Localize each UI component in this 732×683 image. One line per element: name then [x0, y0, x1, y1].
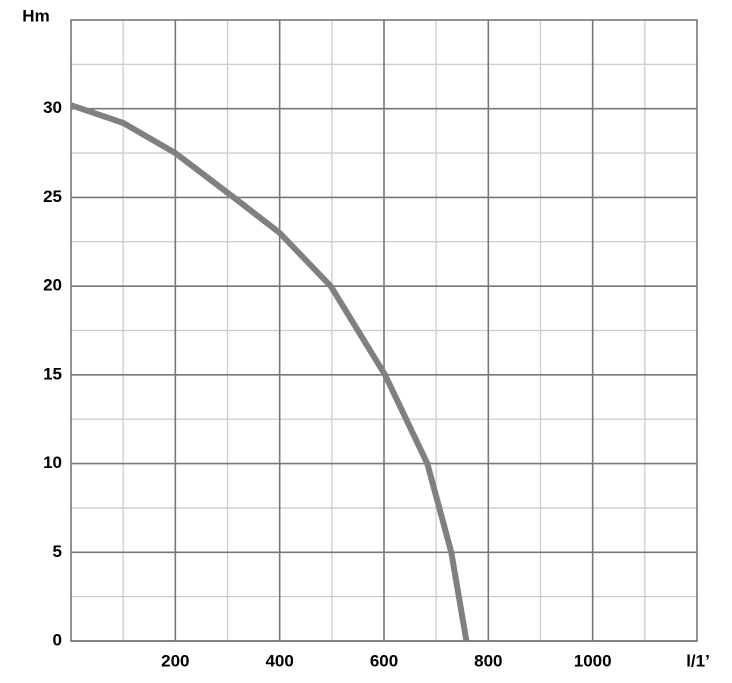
x-tick-label: 600: [370, 651, 398, 670]
x-axis-label: l/1’: [686, 651, 710, 670]
x-tick-label: 800: [474, 651, 502, 670]
y-tick-label: 10: [43, 453, 62, 472]
y-tick-label: 20: [43, 276, 62, 295]
y-tick-label: 0: [53, 630, 62, 649]
x-tick-label: 200: [161, 651, 189, 670]
y-tick-label: 25: [43, 187, 62, 206]
x-tick-label: 1000: [574, 651, 612, 670]
y-tick-label: 5: [53, 542, 62, 561]
y-tick-label: 15: [43, 364, 62, 383]
curve: [70, 102, 470, 642]
plot-frame: [70, 19, 698, 642]
y-tick-label: 30: [43, 98, 62, 117]
x-tick-label: 400: [265, 651, 293, 670]
y-axis-label: Hm: [22, 6, 49, 25]
